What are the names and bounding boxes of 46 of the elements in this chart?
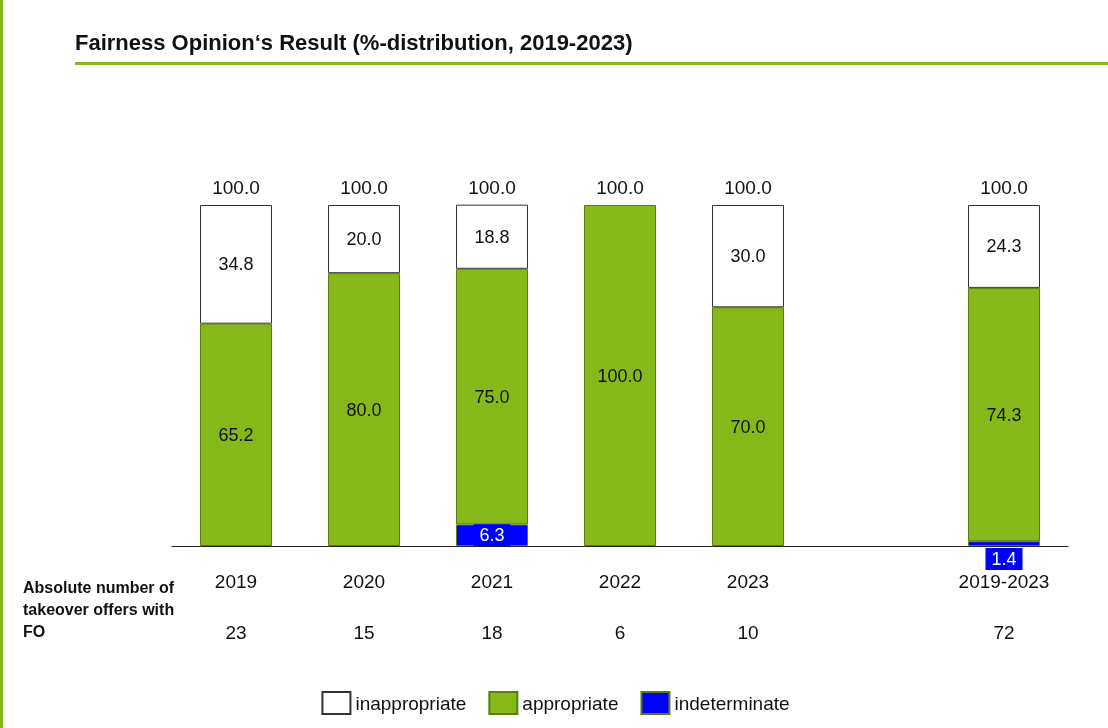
bar (968, 287, 1040, 542)
text: 23 (225, 621, 247, 643)
bar (328, 205, 400, 274)
legend-label: inappropriate (355, 692, 467, 714)
x-tick-label: 2019 (214, 571, 258, 592)
total-label: 100.0 (980, 177, 1028, 198)
x-tick-label: 2022 (598, 571, 642, 592)
data-label: 80.0 (346, 399, 382, 420)
legend-label: indeterminate (674, 692, 790, 714)
data-label: 30.0 (730, 246, 766, 267)
x-tick-label: 2020 (342, 571, 386, 592)
total-label: 100.0 (724, 177, 772, 198)
data-label: 74.3 (986, 404, 1022, 425)
text: 18 (481, 621, 503, 643)
data-label: 1.4 (991, 549, 1017, 569)
bar (584, 205, 656, 546)
total-label: 100.0 (468, 177, 516, 198)
data-label: 70.0 (730, 416, 766, 437)
bar (712, 205, 784, 308)
x-tick-label: 2023 (726, 571, 770, 592)
total-label: 100.0 (212, 177, 260, 198)
bar (456, 204, 528, 269)
x-tick-label: 2019-2023 (958, 571, 1050, 592)
total-label: 100.0 (340, 177, 388, 198)
x-tick-label: 2021 (470, 571, 514, 592)
text: 72 (993, 621, 1015, 643)
data-label: 18.8 (474, 226, 510, 247)
data-label: 20.0 (346, 229, 382, 250)
data-label: 34.8 (218, 254, 254, 275)
bar (328, 273, 400, 546)
bar (200, 205, 272, 324)
bar (712, 307, 784, 546)
legend-label: appropriate (522, 692, 619, 714)
data-label: 24.3 (986, 236, 1022, 257)
text: 6 (614, 621, 626, 643)
total-label: 100.0 (596, 177, 644, 198)
text: 10 (737, 621, 759, 643)
text: Absolute number of takeover offers with FO (23, 578, 179, 640)
data-label: 65.2 (218, 424, 254, 445)
data-label: 6.3 (479, 525, 505, 546)
bar (968, 205, 1040, 288)
bar (200, 323, 272, 546)
data-label: 75.0 (474, 386, 510, 407)
text: 15 (353, 621, 375, 643)
data-label: 100.0 (597, 365, 643, 386)
chart-title: Fairness Opinion‘s Result (%-distribution, 2019-2023) (75, 30, 1108, 65)
